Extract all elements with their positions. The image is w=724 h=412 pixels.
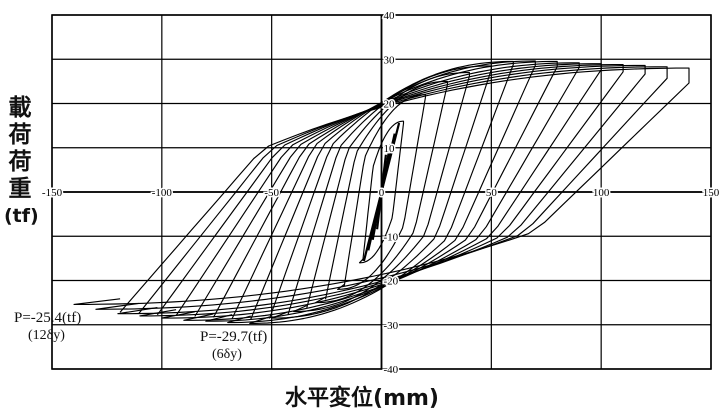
hysteresis-loop <box>293 71 470 313</box>
axes <box>51 14 712 370</box>
hysteresis-loop <box>139 64 624 317</box>
annotation-p-25-4-text: P=-25.4(tf) <box>14 310 82 326</box>
y-tick-label: -10 <box>384 231 399 243</box>
x-tick-label: 50 <box>486 187 498 199</box>
y-tick-label: 10 <box>384 143 396 155</box>
annotation-p-29-7-text: P=-29.7(tf) <box>200 329 268 345</box>
annotation-p-25-4-detail: (12δy) <box>28 328 65 343</box>
x-axis-label: 水平変位(mm) <box>285 386 439 411</box>
x-tick-label: 150 <box>703 187 720 199</box>
y-tick-label: -30 <box>384 320 399 332</box>
annotation-p-29-7: P=-29.7(tf) (6δy) <box>200 329 267 363</box>
y-tick-label: -40 <box>384 364 399 376</box>
hysteresis-loop <box>249 60 514 324</box>
y-axis-label-char: 載 <box>8 95 32 121</box>
y-axis-label-char: 荷 <box>8 149 32 175</box>
x-tick-label: -100 <box>152 187 173 199</box>
hysteresis-loop <box>337 94 426 290</box>
hysteresis-loop <box>161 63 602 319</box>
x-tick-label: -150 <box>42 187 63 199</box>
y-axis-label: 載荷荷重 (tf) <box>4 95 39 230</box>
y-tick-label: 30 <box>384 54 396 66</box>
x-tick-label: -50 <box>264 187 279 199</box>
y-axis-label-char: 重 <box>8 176 32 202</box>
hysteresis-loop <box>73 67 690 313</box>
hysteresis-loop <box>358 120 405 264</box>
x-tick-label: 100 <box>593 187 610 199</box>
y-axis-label-char: (tf) <box>4 205 39 227</box>
hysteresis-loop <box>227 60 536 324</box>
annotation-p-25-4: P=-25.4(tf) (12δy) <box>14 310 81 344</box>
x-tick-label: 0 <box>379 187 385 199</box>
y-tick-label: 40 <box>384 10 396 22</box>
y-tick-label: -20 <box>384 276 399 288</box>
y-axis-label-char: 荷 <box>8 122 32 148</box>
tick-labels: -150 -100 -50 0 50 100 150 40 30 20 10 -10 -20 -30 -40 <box>40 9 721 378</box>
annotation-p-29-7-detail: (6δy) <box>212 347 242 362</box>
y-tick-label: 20 <box>384 99 396 111</box>
